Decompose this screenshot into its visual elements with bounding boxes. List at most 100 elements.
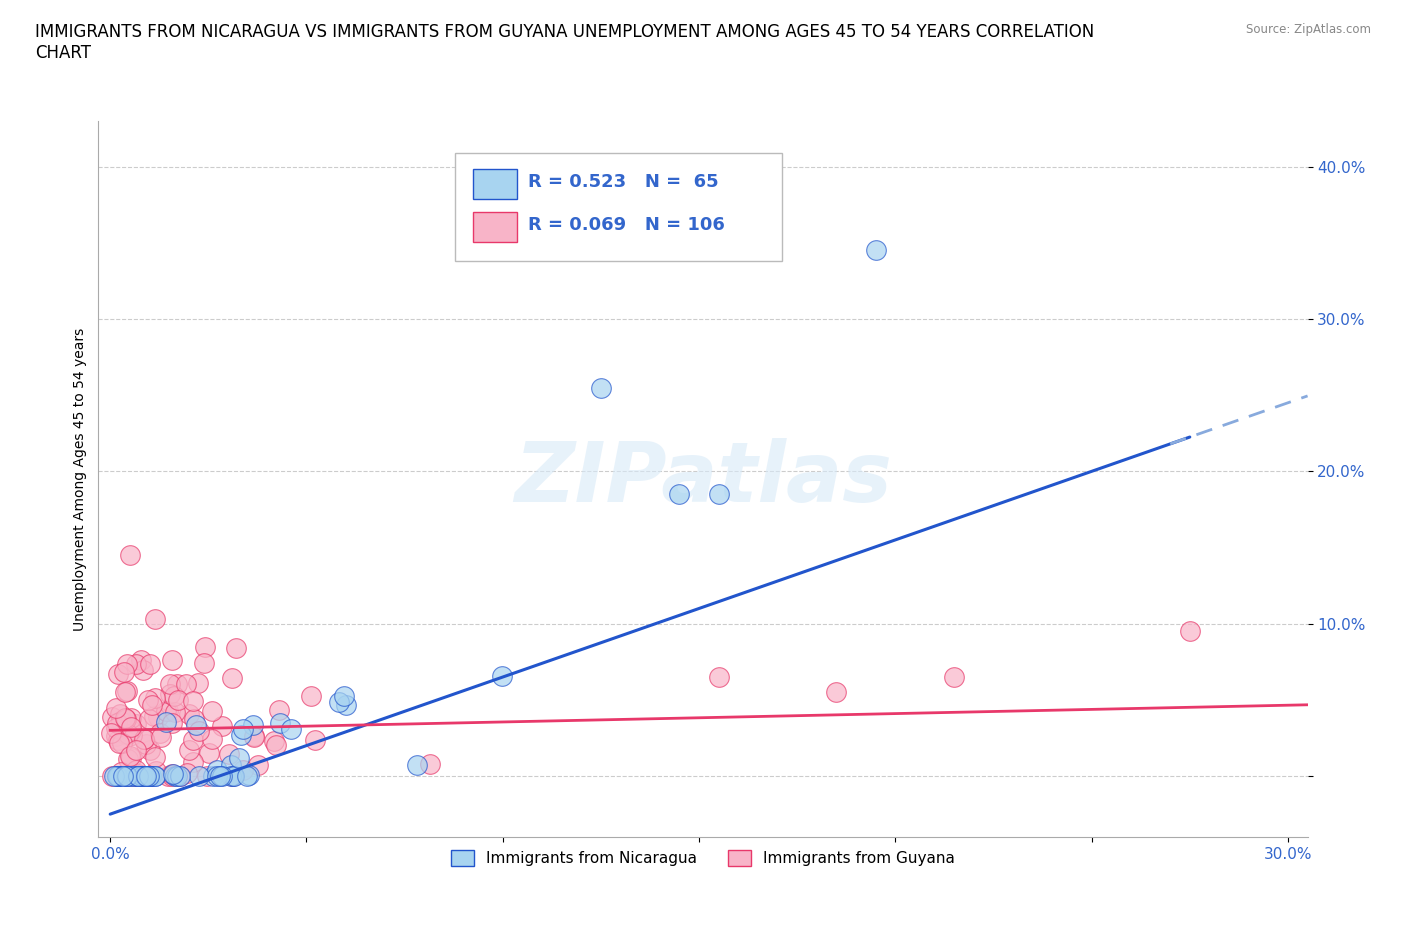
Point bbox=[181, 693, 204, 708]
Point bbox=[193, 655, 215, 670]
Point bbox=[125, 716, 148, 731]
Point bbox=[160, 716, 183, 731]
Text: ZIPatlas: ZIPatlas bbox=[515, 438, 891, 520]
Point bbox=[232, 763, 254, 777]
Point bbox=[174, 677, 197, 692]
Point bbox=[135, 737, 157, 751]
Point bbox=[229, 727, 252, 742]
Point bbox=[105, 700, 128, 715]
Point bbox=[211, 768, 233, 783]
Point bbox=[139, 656, 162, 671]
Point bbox=[205, 763, 228, 777]
Point bbox=[127, 768, 149, 783]
Point bbox=[138, 692, 160, 707]
Point bbox=[129, 768, 152, 783]
Point bbox=[201, 732, 224, 747]
Point bbox=[163, 688, 186, 703]
Point bbox=[138, 768, 160, 783]
Point bbox=[219, 768, 242, 783]
Point bbox=[110, 714, 132, 729]
Point bbox=[103, 768, 125, 783]
Point bbox=[136, 768, 159, 783]
Point bbox=[132, 731, 155, 746]
Point bbox=[589, 380, 612, 395]
Point bbox=[246, 757, 269, 772]
Point bbox=[218, 747, 240, 762]
Point bbox=[263, 734, 285, 749]
Point bbox=[121, 768, 143, 783]
FancyBboxPatch shape bbox=[474, 169, 517, 199]
Point bbox=[825, 684, 848, 699]
Point bbox=[101, 710, 124, 724]
Point bbox=[120, 720, 142, 735]
Point bbox=[195, 768, 218, 783]
Point bbox=[166, 768, 188, 783]
Point bbox=[111, 736, 134, 751]
Point bbox=[335, 698, 357, 712]
Point bbox=[122, 768, 145, 783]
Point bbox=[266, 737, 288, 752]
Point bbox=[235, 768, 257, 783]
Point bbox=[242, 729, 264, 744]
Point bbox=[186, 717, 208, 732]
Point bbox=[491, 669, 513, 684]
Point bbox=[328, 694, 350, 709]
Point bbox=[155, 703, 177, 718]
Point bbox=[405, 758, 427, 773]
Point bbox=[107, 667, 129, 682]
Point bbox=[1178, 624, 1201, 639]
Point bbox=[225, 641, 247, 656]
Text: IMMIGRANTS FROM NICARAGUA VS IMMIGRANTS FROM GUYANA UNEMPLOYMENT AMONG AGES 45 T: IMMIGRANTS FROM NICARAGUA VS IMMIGRANTS … bbox=[35, 23, 1094, 62]
Point bbox=[105, 768, 128, 783]
Point bbox=[943, 670, 966, 684]
Point bbox=[104, 721, 127, 736]
Point bbox=[149, 725, 172, 740]
Point bbox=[187, 768, 209, 783]
FancyBboxPatch shape bbox=[474, 212, 517, 242]
Point bbox=[150, 729, 173, 744]
Point bbox=[238, 767, 260, 782]
Point bbox=[138, 768, 160, 783]
Point bbox=[243, 729, 266, 744]
Point bbox=[299, 689, 322, 704]
Point bbox=[179, 742, 201, 757]
Point bbox=[139, 768, 162, 783]
Point bbox=[138, 712, 160, 727]
Point bbox=[143, 768, 166, 783]
Point bbox=[132, 662, 155, 677]
Point bbox=[117, 726, 139, 741]
Point bbox=[155, 714, 177, 729]
Point bbox=[125, 657, 148, 671]
Point bbox=[163, 768, 186, 783]
Text: R = 0.523   N =  65: R = 0.523 N = 65 bbox=[527, 173, 718, 191]
Point bbox=[472, 228, 495, 243]
Point bbox=[157, 704, 180, 719]
Point bbox=[105, 716, 128, 731]
Point bbox=[176, 766, 198, 781]
Point bbox=[157, 768, 180, 783]
Point bbox=[707, 670, 730, 684]
Point bbox=[232, 722, 254, 737]
Point bbox=[107, 768, 129, 783]
Point bbox=[865, 243, 887, 258]
Point bbox=[134, 768, 156, 783]
Point bbox=[114, 726, 136, 741]
Point bbox=[127, 768, 149, 783]
Point bbox=[163, 704, 186, 719]
Point bbox=[108, 768, 131, 783]
Point bbox=[118, 749, 141, 764]
Point bbox=[166, 676, 188, 691]
Point bbox=[115, 768, 138, 783]
Point bbox=[143, 750, 166, 764]
Point bbox=[112, 665, 135, 680]
Point bbox=[269, 716, 291, 731]
Point bbox=[145, 764, 167, 778]
Point bbox=[141, 698, 163, 712]
Point bbox=[221, 671, 243, 685]
Point bbox=[211, 719, 233, 734]
Point bbox=[125, 763, 148, 777]
Point bbox=[181, 754, 204, 769]
Point bbox=[209, 768, 232, 783]
Point bbox=[117, 656, 139, 671]
Point bbox=[201, 768, 224, 783]
